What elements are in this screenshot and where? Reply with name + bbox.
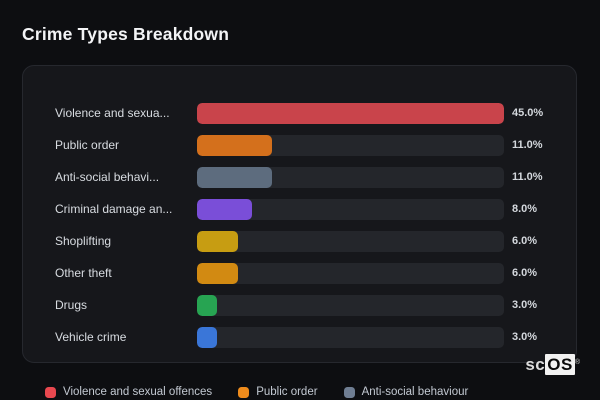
chart-legend: Violence and sexual offences Public orde…: [45, 386, 468, 398]
legend-label: Anti-social behaviour: [361, 386, 469, 398]
bar[interactable]: [197, 230, 238, 252]
legend-swatch-icon: [343, 386, 355, 398]
legend-label: Violence and sexual offences: [63, 386, 213, 398]
row-value: 6.0%: [512, 235, 538, 247]
chart-row: Criminal damage an... 8.0%: [55, 193, 552, 225]
chart-row: Shoplifting 6.0%: [55, 225, 552, 257]
bar[interactable]: [197, 102, 504, 124]
legend-label: Public order: [256, 386, 318, 398]
registered-trademark-icon: ®: [574, 359, 580, 366]
chart-row: Anti-social behavi... 11.0%: [55, 161, 552, 193]
row-label: Other theft: [55, 266, 112, 280]
bar-track: [197, 134, 504, 156]
row-value: 3.0%: [512, 299, 538, 311]
row-label: Anti-social behavi...: [55, 170, 160, 184]
chart-row: Public order 11.0%: [55, 129, 552, 161]
bar[interactable]: [197, 198, 252, 220]
bar[interactable]: [197, 262, 238, 284]
bar-track: [197, 230, 504, 252]
row-label: Shoplifting: [55, 234, 112, 248]
bar-track: [197, 102, 504, 124]
legend-item[interactable]: Anti-social behaviour: [343, 386, 469, 398]
chart-panel: Violence and sexua... 45.0% Public order…: [22, 65, 577, 363]
scos-logo-os: OS: [545, 354, 575, 375]
row-value: 6.0%: [512, 267, 538, 279]
bar-track: [197, 166, 504, 188]
legend-swatch-icon: [45, 386, 56, 398]
chart-row: Vehicle crime 3.0%: [55, 321, 552, 353]
row-value: 8.0%: [512, 203, 538, 215]
bar-track: [197, 262, 504, 284]
row-value: 11.0%: [512, 171, 543, 183]
row-value: 45.0%: [512, 107, 544, 119]
bar-rows: Violence and sexua... 45.0% Public order…: [55, 97, 552, 353]
bar[interactable]: [197, 294, 218, 316]
row-label: Vehicle crime: [55, 330, 127, 344]
row-label: Violence and sexua...: [55, 106, 170, 120]
row-value: 11.0%: [512, 139, 543, 151]
bar[interactable]: [197, 134, 273, 156]
bar-track: [197, 198, 504, 220]
bar[interactable]: [197, 166, 273, 188]
scos-logo-sc: sc: [525, 355, 546, 374]
scos-logo: sc OS ®: [525, 354, 580, 375]
row-label: Public order: [55, 138, 120, 152]
row-label: Drugs: [55, 298, 88, 312]
row-value: 3.0%: [512, 331, 538, 343]
row-label: Criminal damage an...: [55, 202, 173, 216]
legend-item[interactable]: Public order: [238, 386, 318, 398]
chart-row: Other theft 6.0%: [55, 257, 552, 289]
bar-track: [197, 326, 504, 348]
legend-item[interactable]: Violence and sexual offences: [45, 386, 212, 398]
bar-track: [197, 294, 504, 316]
bar[interactable]: [197, 326, 218, 348]
legend-swatch-icon: [238, 386, 250, 398]
chart-row: Violence and sexua... 45.0%: [55, 97, 552, 129]
page-title: Crime Types Breakdown: [22, 24, 230, 44]
chart-row: Drugs 3.0%: [55, 289, 552, 321]
